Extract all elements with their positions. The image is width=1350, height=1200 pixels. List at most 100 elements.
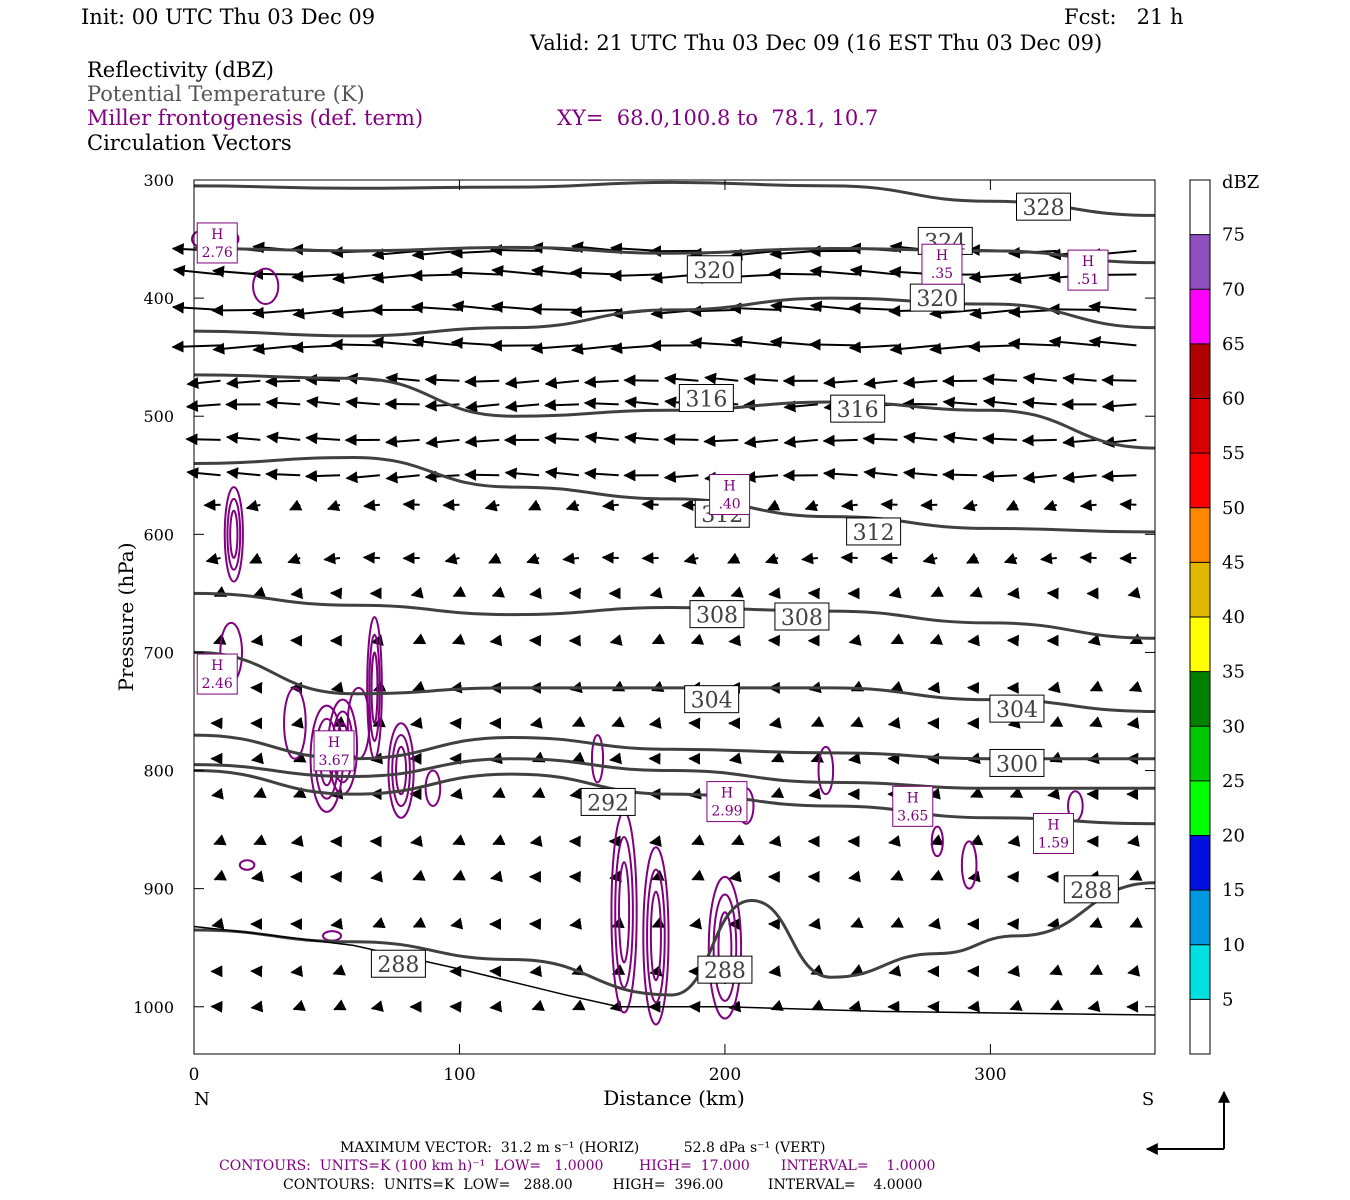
vector-119	[1101, 374, 1137, 387]
vector-483	[333, 999, 347, 1011]
contour-label-9: 308	[774, 602, 830, 631]
vector-139	[942, 396, 978, 409]
vector-104	[504, 376, 540, 389]
vector-366	[450, 787, 463, 800]
vector-178	[584, 467, 619, 480]
vector-163	[942, 431, 978, 444]
vector-218	[287, 552, 301, 565]
frontogenesis-max-5: H 3.67	[313, 730, 355, 772]
vector-470	[768, 965, 781, 977]
vector-443	[651, 916, 666, 928]
vector-210	[920, 498, 938, 511]
frontogenesis-contour-note: CONTOURS: UNITS=K (100 km h)⁻¹ LOW= 1.00…	[219, 1158, 936, 1174]
vector-235	[965, 552, 980, 564]
vector-447	[808, 917, 821, 930]
vector-346	[609, 752, 622, 765]
vector-145	[225, 431, 261, 444]
vector-502	[1087, 1000, 1101, 1013]
svg-text:H: H	[1082, 254, 1094, 270]
vector-306	[927, 681, 941, 694]
vector-459	[332, 964, 346, 976]
vector-398	[768, 835, 782, 847]
vector-107	[623, 374, 659, 387]
vector-201	[565, 499, 580, 512]
vector-281	[890, 633, 905, 645]
vector-362	[293, 786, 307, 798]
x-axis-label: Distance (km)	[603, 1086, 745, 1110]
x-tick-label-0: 0	[189, 1065, 200, 1085]
vector-488	[531, 999, 545, 1011]
max-vector-note: MAXIMUM VECTOR: 31.2 m s⁻¹ (HORIZ) 52.8 …	[340, 1140, 826, 1156]
colorbar-label-15: 15	[1222, 880, 1245, 901]
vector-116	[982, 373, 1018, 386]
vector-186	[902, 467, 938, 480]
vector-117	[1022, 372, 1057, 385]
contour-label-11: 304	[989, 694, 1045, 723]
vector-158	[743, 436, 779, 448]
frontogenesis-contour-16	[817, 745, 835, 796]
vector-349	[728, 752, 742, 765]
colorbar-swatch-5	[1190, 726, 1210, 781]
colorbar-label-25: 25	[1222, 771, 1245, 792]
vector-329	[887, 717, 901, 729]
vector-454	[1089, 916, 1103, 929]
frontogenesis-max-2: H .51	[1067, 249, 1109, 291]
vector-32	[491, 265, 540, 278]
y-tick-label-900: 900	[143, 880, 174, 899]
colorbar-swatch-10	[1190, 453, 1210, 508]
vector-217	[249, 552, 263, 564]
vector-384	[213, 834, 227, 846]
vector-113	[863, 377, 898, 390]
vector-112	[823, 376, 858, 389]
colorbar-label-55: 55	[1222, 443, 1245, 464]
vector-435	[330, 917, 344, 930]
vector-228	[683, 552, 699, 565]
vector-219	[323, 552, 341, 565]
colorbar-label-5: 5	[1222, 989, 1233, 1010]
contour-label-12: 300	[989, 748, 1045, 777]
vector-150	[425, 436, 460, 449]
vector-352	[848, 752, 861, 765]
vector-232	[840, 551, 858, 564]
vector-472	[850, 964, 865, 975]
svg-text:316: 316	[685, 388, 727, 413]
vector-177	[544, 467, 580, 479]
vector-199	[484, 499, 500, 512]
vector-128	[504, 400, 540, 413]
colorbar-label-20: 20	[1222, 826, 1245, 847]
colorbar-label-75: 75	[1222, 225, 1245, 246]
contour-label-0: 328	[1016, 192, 1072, 221]
vector-381	[1047, 787, 1061, 800]
frontogenesis-maxima: H 2.76 H .35 H .51 H .40 H 2.46 H 3.67 H 2.99 H 3.65 H 1.…	[196, 222, 1109, 854]
vector-222	[444, 552, 460, 565]
vector-172	[345, 471, 380, 484]
vector-258	[930, 586, 944, 598]
theta-contour-note: CONTOURS: UNITS=K LOW= 288.00 HIGH= 396.…	[283, 1177, 923, 1193]
vector-224	[526, 552, 540, 565]
colorbar-swatch-14	[1190, 234, 1210, 290]
contour-label-14: 288	[1063, 875, 1119, 904]
frontogenesis-contour-18	[960, 840, 978, 890]
vector-129	[543, 399, 579, 412]
frontogenesis-contour-4	[283, 686, 307, 760]
vector-39	[768, 267, 818, 280]
vector-252	[691, 586, 706, 598]
vector-160	[822, 434, 858, 447]
vector-88	[808, 338, 858, 351]
theta-contour-1	[193, 245, 1156, 265]
colorbar-label-70: 70	[1222, 279, 1245, 300]
vector-320	[529, 716, 543, 729]
theta-contour-10	[193, 881, 1156, 997]
svg-text:H: H	[907, 790, 919, 806]
vector-269	[412, 633, 427, 645]
vector-326	[768, 716, 782, 729]
vector-437	[412, 916, 427, 928]
vector-97	[225, 376, 261, 389]
vector-130	[583, 397, 619, 410]
contour-label-3: 320	[909, 283, 965, 312]
frontogenesis-max-4: H 2.46	[196, 653, 238, 695]
vector-8	[489, 244, 540, 257]
vector-369	[569, 787, 583, 800]
vector-131	[624, 396, 659, 409]
